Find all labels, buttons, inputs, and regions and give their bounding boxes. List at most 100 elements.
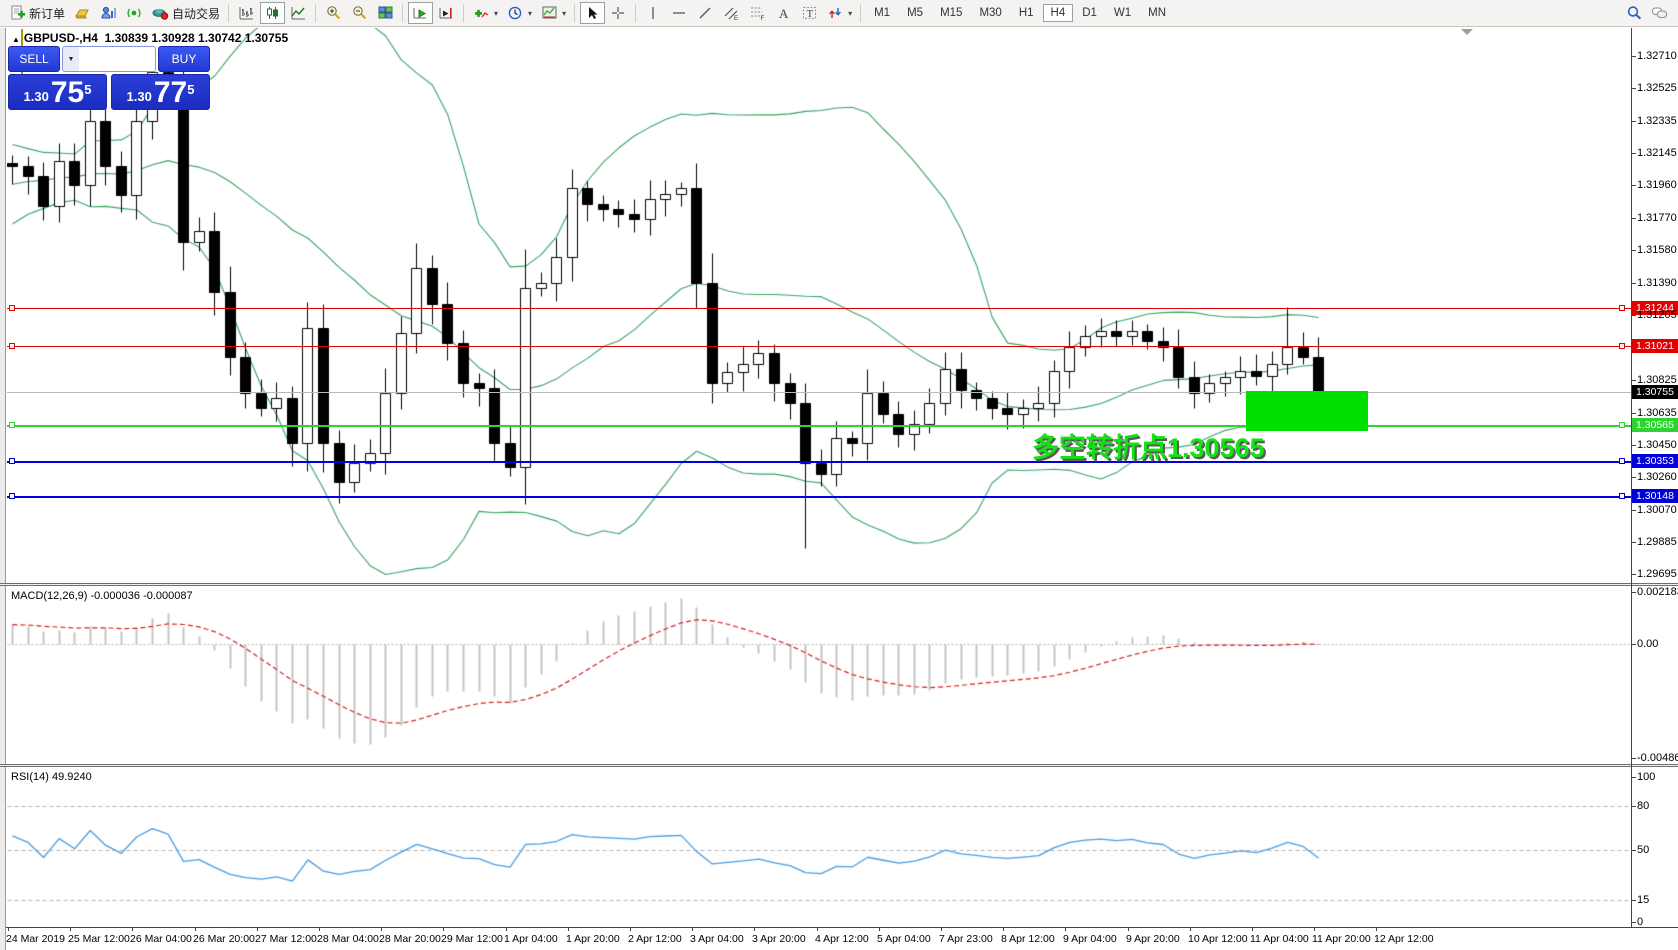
- buy-price-base: 1.30: [126, 89, 152, 104]
- macd-canvas[interactable]: [7, 586, 1631, 764]
- volume-input[interactable]: [79, 47, 155, 71]
- zoom-out-icon: [353, 6, 367, 20]
- gold-ingot-button[interactable]: [70, 2, 95, 24]
- price-tag-1.30353: 1.30353: [1632, 454, 1678, 468]
- chart-shift-marker-icon[interactable]: [1461, 29, 1473, 35]
- line-handle[interactable]: [1619, 493, 1625, 499]
- candlestick-chart-button[interactable]: [260, 2, 286, 24]
- highlight-box[interactable]: [1246, 391, 1368, 431]
- horizontal-price-line-1.31021[interactable]: [7, 343, 1631, 349]
- templates-button[interactable]: ▾: [537, 2, 570, 24]
- auto-trading-button[interactable]: 自动交易: [148, 2, 224, 24]
- time-axis-label: 7 Apr 23:00: [939, 933, 993, 945]
- panel-divider[interactable]: [0, 583, 1678, 586]
- trendline-button[interactable]: [693, 2, 718, 24]
- zoom-out-button[interactable]: [347, 2, 372, 24]
- tile-windows-button[interactable]: [373, 2, 398, 24]
- timeframe-D1[interactable]: D1: [1082, 7, 1097, 19]
- cursor-icon: [589, 7, 598, 19]
- line-handle[interactable]: [1619, 422, 1625, 428]
- current-price-line: [7, 392, 1631, 393]
- price-axis-label: 1.30070: [1637, 504, 1677, 516]
- user-chart-button[interactable]: [96, 2, 121, 24]
- horizontal-price-line-1.31244[interactable]: [7, 305, 1631, 311]
- dropdown-caret: ▾: [494, 8, 499, 18]
- buy-price-display[interactable]: 1.30 77 5: [111, 74, 210, 110]
- search-icon[interactable]: [1626, 5, 1643, 21]
- collapse-arrow-icon[interactable]: ▲: [12, 35, 20, 44]
- timeframe-M1[interactable]: M1: [874, 7, 891, 19]
- toolbar: 新订单 自动交易: [0, 0, 1678, 27]
- signal-icon: [127, 8, 141, 18]
- time-axis-tick: [1376, 927, 1377, 931]
- periods-button[interactable]: ▾: [503, 2, 536, 24]
- zoom-in-button[interactable]: [321, 2, 346, 24]
- line-handle[interactable]: [1619, 343, 1625, 349]
- timeframe-H1[interactable]: H1: [1018, 7, 1034, 19]
- buy-button[interactable]: BUY: [158, 46, 210, 72]
- timeframe-W1[interactable]: W1: [1113, 7, 1132, 19]
- trendline-icon: [699, 7, 711, 19]
- panel-divider[interactable]: [0, 764, 1678, 767]
- new-order-icon: [11, 5, 25, 20]
- time-axis-tick: [1190, 927, 1191, 931]
- auto-scroll-button[interactable]: [408, 2, 434, 24]
- price-axis-label: 1.29885: [1637, 536, 1677, 548]
- dropdown-caret: ▾: [528, 8, 533, 18]
- time-axis-label: 3 Apr 04:00: [690, 933, 744, 945]
- price-axis-label: 1.32335: [1637, 115, 1677, 127]
- time-axis-tick: [817, 927, 818, 931]
- chart-shift-button[interactable]: [434, 2, 459, 24]
- timeframe-M5[interactable]: M5: [907, 7, 924, 19]
- arrows-button[interactable]: ▾: [823, 2, 856, 24]
- volume-down-button[interactable]: ▼: [63, 47, 79, 71]
- timeframe-M30[interactable]: M30: [979, 7, 1002, 19]
- timeframe-H4[interactable]: H4: [1042, 4, 1074, 22]
- line-handle[interactable]: [1619, 305, 1625, 311]
- line-handle[interactable]: [9, 305, 15, 311]
- rsi-canvas[interactable]: [7, 767, 1631, 927]
- line-chart-button[interactable]: [286, 2, 311, 24]
- price-axis-tick: [1632, 56, 1636, 57]
- text-label-button[interactable]: T: [797, 2, 822, 24]
- signal-button[interactable]: [122, 2, 147, 24]
- current-price-tag: 1.30755: [1632, 385, 1678, 399]
- price-axis-tick: [1632, 250, 1636, 251]
- text-icon: A: [779, 6, 789, 21]
- clock-icon: [508, 6, 522, 20]
- chat-icon[interactable]: [1651, 5, 1668, 21]
- annotation-text[interactable]: 多空转折点1.30565: [1032, 433, 1265, 463]
- price-axis-label: 1.30635: [1637, 407, 1677, 419]
- bar-chart-button[interactable]: [234, 2, 259, 24]
- price-axis-tick: [1632, 283, 1636, 284]
- cursor-button[interactable]: [580, 2, 606, 24]
- time-axis-label: 3 Apr 20:00: [752, 933, 806, 945]
- auto-trading-icon: [152, 9, 169, 20]
- timeframe-MN[interactable]: MN: [1148, 7, 1167, 19]
- fibonacci-button[interactable]: F: [745, 2, 770, 24]
- text-button[interactable]: A: [771, 2, 796, 24]
- line-handle[interactable]: [9, 458, 15, 464]
- line-handle[interactable]: [9, 343, 15, 349]
- horizontal-price-line-1.30353[interactable]: [7, 458, 1631, 464]
- line-handle[interactable]: [9, 493, 15, 499]
- bar-chart-icon: [239, 7, 254, 20]
- rsi-axis-tick: [1632, 850, 1636, 851]
- horizontal-price-line-1.30148[interactable]: [7, 493, 1631, 499]
- line-handle[interactable]: [1619, 458, 1625, 464]
- vertical-line-button[interactable]: [641, 2, 666, 24]
- horizontal-line-icon: [673, 12, 686, 14]
- sell-price-display[interactable]: 1.30 75 5: [8, 74, 107, 110]
- time-axis-tick: [1003, 927, 1004, 931]
- indicators-button[interactable]: ▾: [469, 2, 502, 24]
- line-handle[interactable]: [9, 422, 15, 428]
- timeframe-M15[interactable]: M15: [940, 7, 963, 19]
- horizontal-price-line-1.30565[interactable]: [7, 422, 1631, 428]
- main-chart-canvas[interactable]: [7, 28, 1631, 583]
- rsi-axis-tick: [1632, 922, 1636, 923]
- sell-button[interactable]: SELL: [8, 46, 60, 72]
- new-order-button[interactable]: 新订单: [5, 2, 69, 24]
- equidistant-channel-button[interactable]: E: [719, 2, 744, 24]
- horizontal-line-button[interactable]: [667, 2, 692, 24]
- crosshair-button[interactable]: [606, 2, 631, 24]
